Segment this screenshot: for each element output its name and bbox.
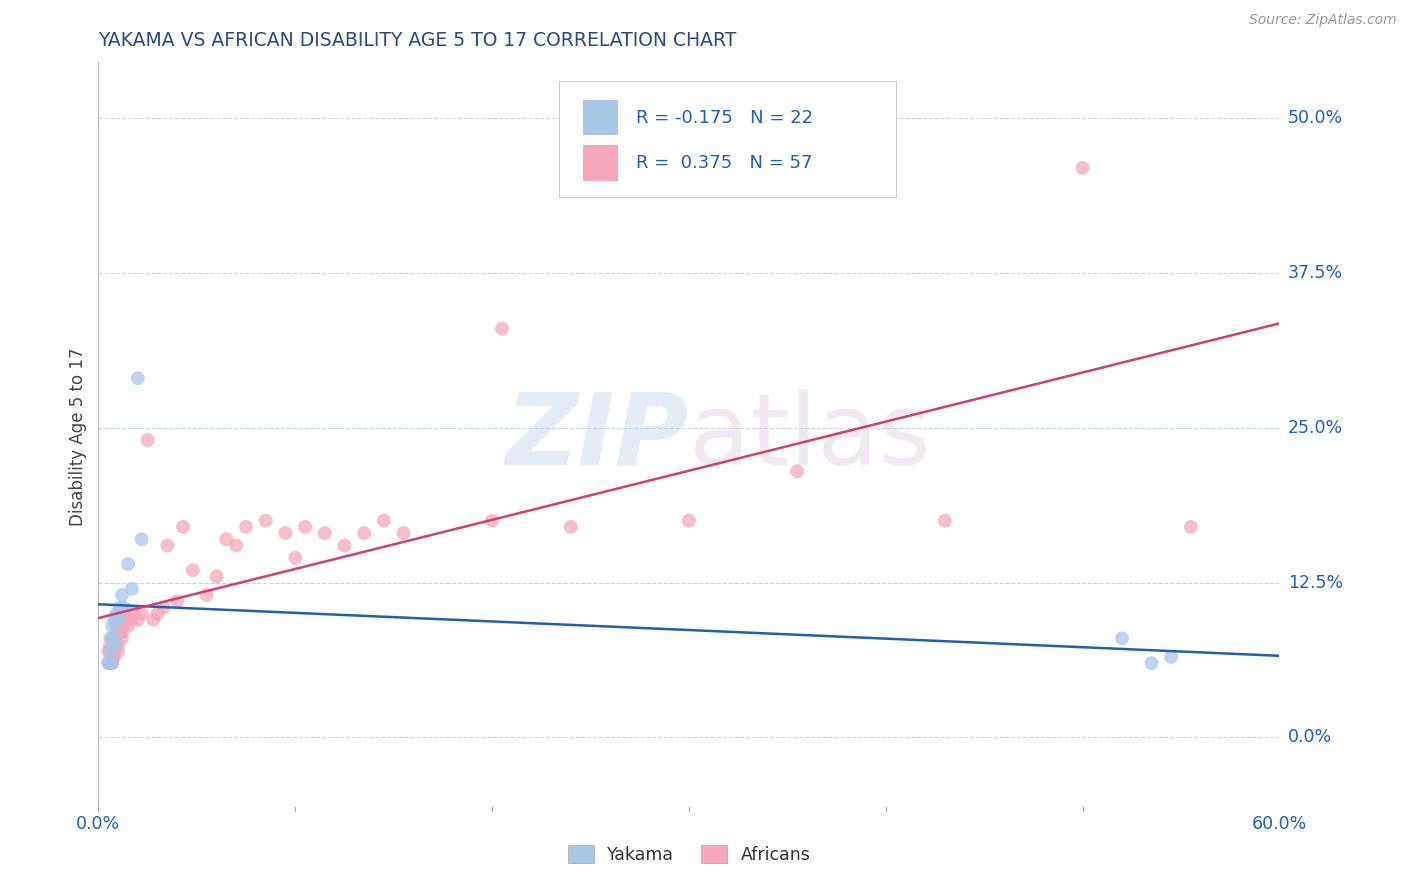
Point xyxy=(215,533,238,547)
Text: 0.0%: 0.0% xyxy=(1288,729,1331,747)
Point xyxy=(103,613,125,627)
Text: ZIP: ZIP xyxy=(506,389,689,485)
Point xyxy=(1160,649,1182,664)
Point xyxy=(103,638,125,652)
Point xyxy=(254,514,277,528)
Point xyxy=(195,588,218,602)
Text: 50.0%: 50.0% xyxy=(1288,109,1343,128)
Point xyxy=(146,607,169,621)
Point xyxy=(105,607,128,621)
Point xyxy=(105,619,128,633)
Point xyxy=(112,600,135,615)
Point xyxy=(103,644,125,658)
Point xyxy=(392,526,415,541)
Point xyxy=(108,625,131,640)
Point xyxy=(101,656,124,670)
Point xyxy=(107,644,129,658)
Y-axis label: Disability Age 5 to 17: Disability Age 5 to 17 xyxy=(69,348,87,526)
Point xyxy=(111,625,134,640)
Point xyxy=(117,557,139,571)
Point xyxy=(117,619,139,633)
Point xyxy=(112,613,135,627)
Point xyxy=(131,533,153,547)
Point xyxy=(131,607,153,621)
Point xyxy=(101,649,124,664)
Point xyxy=(235,520,257,534)
Point xyxy=(101,656,124,670)
Point xyxy=(98,632,121,646)
Point xyxy=(786,464,808,478)
Point xyxy=(142,613,165,627)
Point xyxy=(373,514,395,528)
Point xyxy=(107,619,129,633)
Point xyxy=(101,619,124,633)
Point xyxy=(98,644,121,658)
Point xyxy=(205,569,228,583)
Text: 0.0%: 0.0% xyxy=(76,815,121,833)
Point xyxy=(103,649,125,664)
Text: 60.0%: 60.0% xyxy=(1251,815,1308,833)
Point xyxy=(166,594,188,608)
Text: YAKAMA VS AFRICAN DISABILITY AGE 5 TO 17 CORRELATION CHART: YAKAMA VS AFRICAN DISABILITY AGE 5 TO 17… xyxy=(98,30,737,50)
Point xyxy=(127,371,149,385)
Bar xyxy=(582,145,619,181)
Point xyxy=(98,649,121,664)
Point xyxy=(1111,632,1133,646)
Point xyxy=(115,607,138,621)
Point xyxy=(136,433,159,447)
Point xyxy=(107,607,129,621)
Point xyxy=(172,520,194,534)
Point xyxy=(678,514,700,528)
Point xyxy=(111,588,134,602)
Point xyxy=(294,520,316,534)
Point xyxy=(156,538,179,552)
Bar xyxy=(582,100,619,136)
Point xyxy=(97,656,120,670)
Point xyxy=(560,520,582,534)
Point xyxy=(103,632,125,646)
Point xyxy=(481,514,503,528)
Text: R = -0.175   N = 22: R = -0.175 N = 22 xyxy=(636,109,813,127)
Point xyxy=(127,613,149,627)
Point xyxy=(1071,161,1094,175)
Point xyxy=(181,563,204,577)
Point xyxy=(105,613,128,627)
Point xyxy=(225,538,247,552)
FancyBboxPatch shape xyxy=(560,81,896,197)
Text: 25.0%: 25.0% xyxy=(1288,418,1343,437)
Point xyxy=(98,638,121,652)
Point xyxy=(107,638,129,652)
Point xyxy=(491,322,513,336)
Point xyxy=(97,644,120,658)
Point xyxy=(103,632,125,646)
Text: 37.5%: 37.5% xyxy=(1288,264,1343,282)
Point xyxy=(97,656,120,670)
Point xyxy=(1180,520,1202,534)
Point xyxy=(112,619,135,633)
Point xyxy=(122,607,145,621)
Point xyxy=(1140,656,1163,670)
Point xyxy=(121,613,143,627)
Text: atlas: atlas xyxy=(689,389,931,485)
Point xyxy=(118,613,141,627)
Point xyxy=(101,632,124,646)
Text: R =  0.375   N = 57: R = 0.375 N = 57 xyxy=(636,154,813,172)
Point xyxy=(111,632,134,646)
Point xyxy=(284,550,307,565)
Point xyxy=(152,600,174,615)
Point xyxy=(333,538,356,552)
Legend: Yakama, Africans: Yakama, Africans xyxy=(561,838,817,871)
Point xyxy=(314,526,336,541)
Point xyxy=(98,656,121,670)
Point xyxy=(274,526,297,541)
Text: 12.5%: 12.5% xyxy=(1288,574,1343,591)
Point xyxy=(108,600,131,615)
Text: Source: ZipAtlas.com: Source: ZipAtlas.com xyxy=(1249,13,1396,28)
Point xyxy=(353,526,375,541)
Point xyxy=(107,613,129,627)
Point xyxy=(121,582,143,596)
Point xyxy=(934,514,956,528)
